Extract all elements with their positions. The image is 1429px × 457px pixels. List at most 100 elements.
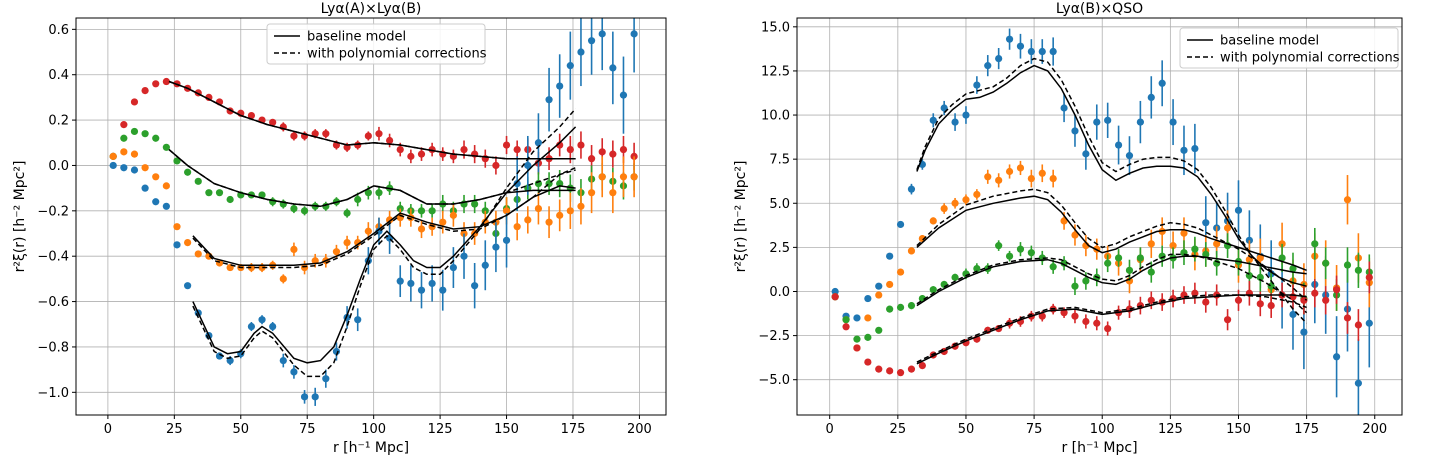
data-point [184,168,192,176]
data-point [918,361,926,370]
y-tick-label: −2.5 [758,329,790,344]
legend-label: baseline model [307,30,406,45]
data-point [886,305,894,313]
data-point [247,111,256,120]
data-point [951,199,959,207]
y-tick-label: 0.0 [48,159,69,174]
baseline-model-curve [916,294,1307,365]
data-point [152,173,160,181]
data-point [1071,231,1079,239]
data-point [428,207,436,215]
data-point [619,145,628,154]
x-tick-label: 150 [494,422,519,437]
data-point [1060,104,1068,112]
data-point [162,202,170,210]
data-point [598,148,606,156]
data-point [471,200,479,208]
data-point [364,189,372,197]
data-point [1256,273,1264,281]
y-tick-label: 0.2 [48,114,69,129]
data-point [311,393,319,401]
data-point [1169,242,1177,250]
data-point [556,141,564,149]
data-point [205,93,213,101]
data-point [609,189,617,197]
x-tick-label: 200 [627,422,652,437]
data-point [1104,259,1112,267]
data-point [1038,169,1046,177]
data-point [577,141,585,149]
data-point [1093,118,1101,126]
x-tick-label: 175 [1294,422,1319,437]
data-point [929,116,937,124]
data-point [995,242,1003,250]
data-point [279,356,287,365]
y-axis-label: r²ξ(r) [h⁻² Mpc²] [12,161,28,273]
data-point [1016,164,1025,172]
data-point [545,96,553,104]
x-tick-label: 50 [958,422,975,437]
data-point [962,111,970,119]
data-point [439,218,447,226]
data-point [1147,93,1155,101]
data-point [1147,296,1155,304]
data-point [1354,266,1362,274]
chart-title: Lyα(B)×QSO [1056,1,1143,17]
x-tick-label: 75 [299,422,316,437]
data-point [995,54,1003,63]
data-point [120,164,128,172]
data-point [354,238,362,247]
data-point [853,314,861,322]
data-point [995,176,1003,184]
data-point [141,184,149,192]
data-point [417,286,426,294]
data-point [896,303,905,311]
data-point [962,196,970,204]
data-point [973,264,981,273]
data-point [1223,316,1232,324]
data-point [1234,296,1243,304]
data-point [141,164,149,172]
data-point [396,277,404,285]
data-point [875,291,883,299]
data-point [1332,286,1341,294]
polynomial-corrections-curve [916,57,1308,324]
data-point [896,268,905,276]
x-axis-label: r [h⁻¹ Mpc] [333,440,409,456]
data-point [929,286,937,294]
y-tick-label: 15.0 [761,20,790,35]
data-point [1005,167,1014,176]
x-axis-label: r [h⁻¹ Mpc] [1061,440,1137,456]
data-point [184,282,192,290]
x-tick-label: 25 [890,422,907,437]
right-chart-lya-b-x-qso: 0 25 50 75 100 125 150 175 200 −5.0 −2.5 0.0 2.5 5.0 7… [733,1,1403,456]
data-point [247,322,256,331]
y-tick-label: 0.6 [48,23,69,38]
y-tick-label: −0.8 [37,340,69,355]
data-point [1071,312,1079,320]
data-point [1300,328,1308,336]
data-point [215,189,224,197]
y-axis-label: r²ξ(r) [h⁻² Mpc²] [733,161,749,273]
data-point [875,326,883,334]
data-point [609,64,617,72]
data-point [130,166,139,174]
data-point [1027,249,1035,257]
data-point [300,207,309,215]
data-point [1267,302,1275,310]
data-point [492,243,500,251]
x-tick-label: 200 [1362,422,1387,437]
data-point [534,204,543,213]
data-point [1289,264,1297,273]
data-point [1114,254,1123,262]
data-point [407,279,415,288]
data-point [375,130,383,138]
data-point [290,204,298,213]
data-point [417,207,426,215]
data-point [130,127,139,136]
data-point [311,130,319,138]
data-point [1191,144,1199,153]
polynomial-corrections-curve [916,253,1308,314]
data-point [630,30,638,38]
data-point [173,223,181,231]
